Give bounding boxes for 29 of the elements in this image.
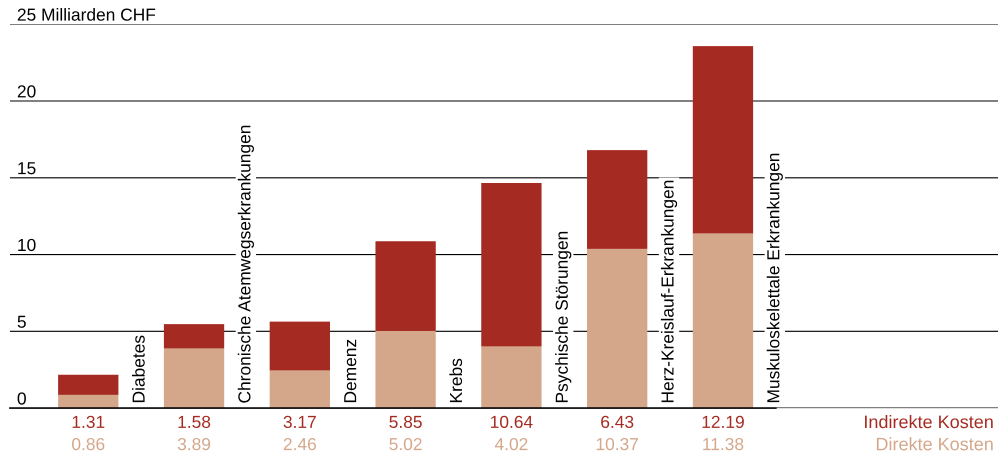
data-label: 12.19 (702, 416, 744, 428)
data-label: 0.86 (72, 438, 104, 450)
data-label: 5.85 (389, 416, 422, 428)
text: Direkte Kosten (876, 437, 993, 450)
x-tick-label: Chronische Atemwegserkrankungen (238, 126, 254, 403)
y-tick-label: 20 (18, 85, 36, 98)
data-label: 2.46 (284, 438, 316, 450)
y-tick-label: 10 (18, 238, 36, 252)
data-label: 4.02 (494, 438, 528, 450)
y-tick-label: 0 (18, 392, 26, 405)
x-tick-label: Psychische Störungen (555, 232, 572, 402)
x-tick-label: Krebs (449, 358, 462, 402)
data-label: 1.58 (178, 416, 210, 428)
x-tick-label: Muskuloskelettale Erkrankungen (766, 154, 783, 402)
x-tick-label: Diabetes (132, 336, 145, 402)
y-tick-label: 25 Milliarden CHF (18, 8, 156, 21)
data-label: 6.43 (601, 416, 634, 428)
data-label: 10.37 (596, 438, 638, 450)
data-label: 1.31 (72, 416, 104, 428)
x-tick-label: Demenz (344, 340, 356, 402)
y-tick-label: 5 (18, 316, 26, 328)
data-label: 3.89 (178, 438, 210, 450)
y-tick-label: 15 (18, 162, 36, 174)
data-label: 11.38 (703, 438, 744, 450)
data-label: 10.64 (491, 416, 533, 428)
data-label: 3.17 (284, 416, 316, 428)
x-tick-label: Herz-Kreislauf-Erkrankungen (660, 180, 678, 402)
text: Indirekte Kosten (865, 414, 993, 428)
data-label: 5.02 (389, 438, 422, 450)
